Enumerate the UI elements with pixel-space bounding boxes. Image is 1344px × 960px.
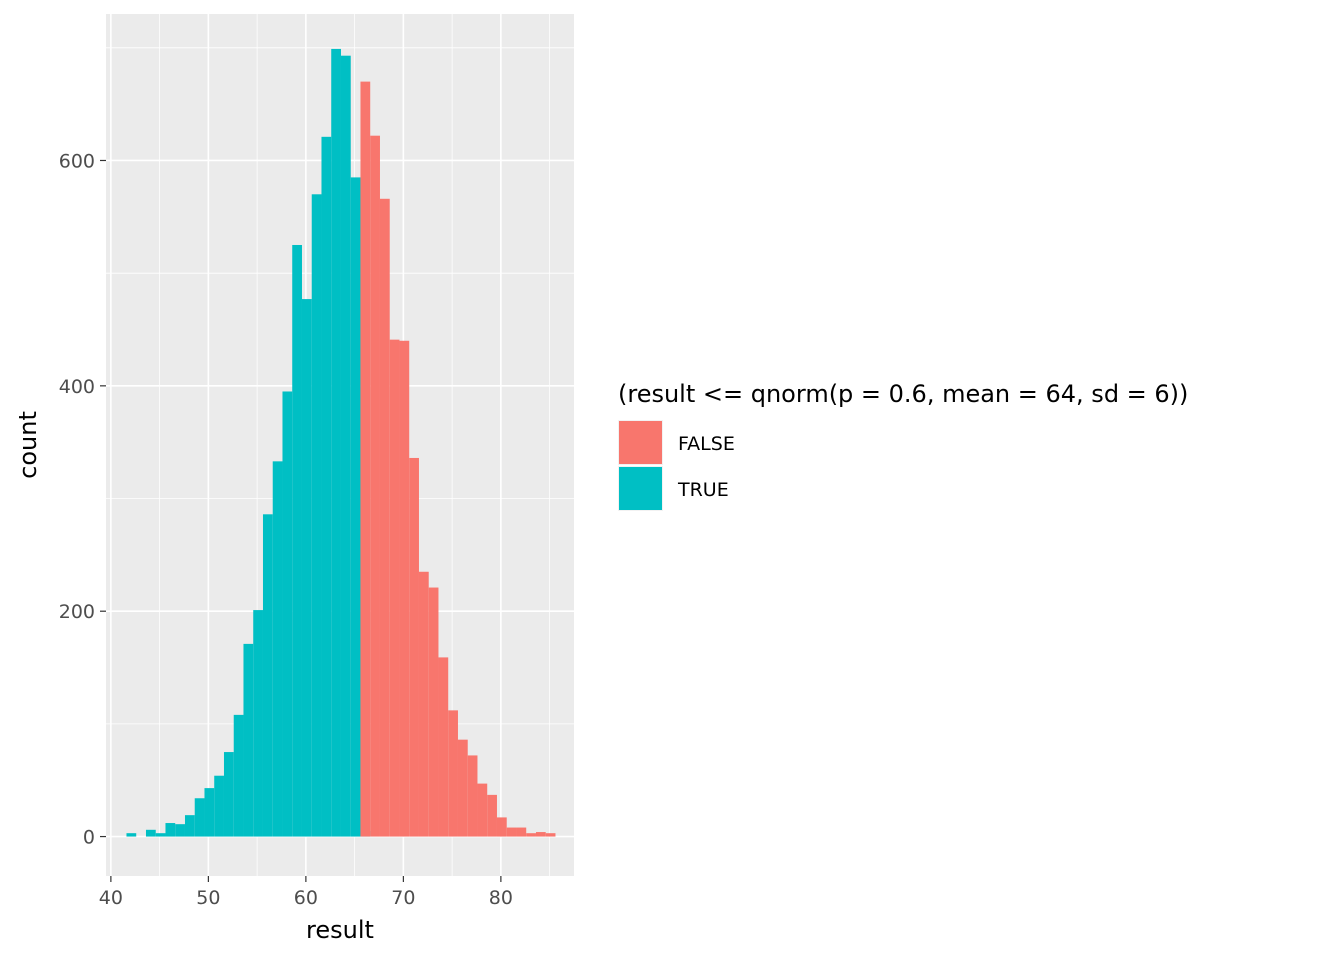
y-tick-label: 0 — [83, 827, 95, 849]
histogram-bar-true — [272, 461, 283, 837]
x-tick-label: 40 — [99, 887, 123, 909]
legend-key-true — [619, 467, 662, 510]
histogram-bar-false — [477, 783, 488, 837]
histogram-bar-true — [292, 244, 302, 837]
histogram-bar-false — [496, 817, 507, 837]
histogram-bar-true — [145, 829, 156, 837]
x-axis-title: result — [306, 916, 374, 944]
histogram-bar-true — [340, 55, 351, 837]
legend-entries: FALSE TRUE — [618, 420, 735, 511]
y-axis-title: count — [14, 411, 42, 479]
x-tick-label: 80 — [489, 887, 513, 909]
histogram-bar-true — [223, 752, 234, 837]
histogram-bar-true — [214, 775, 224, 837]
x-tick-label: 70 — [391, 887, 415, 909]
histogram-bar-false — [467, 755, 478, 837]
histogram-bar-false — [457, 739, 468, 837]
x-tick-label: 60 — [294, 887, 318, 909]
histogram-bar-true — [126, 833, 137, 837]
histogram-bar-false — [526, 833, 536, 837]
histogram-bar-false — [545, 833, 556, 837]
histogram-bar-false — [487, 794, 497, 837]
y-tick-label: 600 — [59, 150, 95, 172]
histogram-bar-true — [350, 177, 361, 837]
y-axis: 0 200 400 600 — [59, 150, 106, 849]
legend-key-false — [619, 421, 662, 464]
histogram-bar-true — [321, 136, 332, 837]
histogram-bar-true — [165, 823, 176, 837]
histogram-bar-false — [448, 710, 458, 837]
histogram-bar-false — [418, 571, 429, 837]
histogram-bar-false — [379, 198, 390, 837]
histogram-bar-false — [438, 657, 449, 837]
histogram-bar-true — [204, 788, 215, 837]
histogram-bar-true — [155, 833, 166, 837]
legend: (result <= qnorm(p = 0.6, mean = 64, sd … — [618, 380, 1188, 511]
histogram-bar-true — [301, 299, 312, 837]
legend-label-true: TRUE — [677, 479, 729, 501]
histogram-bar-false — [360, 81, 371, 837]
histogram-bar-false — [409, 457, 419, 837]
histogram-bar-true — [184, 815, 195, 837]
legend-title: (result <= qnorm(p = 0.6, mean = 64, sd … — [618, 380, 1188, 408]
histogram-bar-false — [535, 832, 546, 837]
histogram-bar-false — [370, 135, 380, 837]
y-tick-label: 200 — [59, 601, 95, 623]
histogram-bar-true — [262, 514, 273, 837]
histogram-bar-false — [399, 340, 410, 837]
x-tick-label: 50 — [196, 887, 220, 909]
histogram-bar-true — [253, 610, 263, 837]
legend-label-false: FALSE — [678, 433, 735, 455]
histogram-bar-false — [516, 827, 527, 837]
histogram-bar-false — [389, 339, 400, 837]
histogram-bar-true — [233, 714, 244, 837]
histogram-bar-true — [243, 643, 254, 837]
histogram-bar-false — [428, 587, 439, 837]
histogram-bar-true — [311, 194, 322, 837]
histogram-bar-true — [282, 391, 293, 837]
histogram-bar-false — [506, 827, 517, 837]
histogram-bar-true — [331, 48, 341, 837]
x-axis: 40 50 60 70 80 — [99, 876, 513, 909]
histogram-bar-true — [175, 824, 185, 837]
histogram-bars — [126, 48, 556, 837]
y-tick-label: 400 — [59, 376, 95, 398]
histogram-bar-true — [194, 798, 205, 837]
